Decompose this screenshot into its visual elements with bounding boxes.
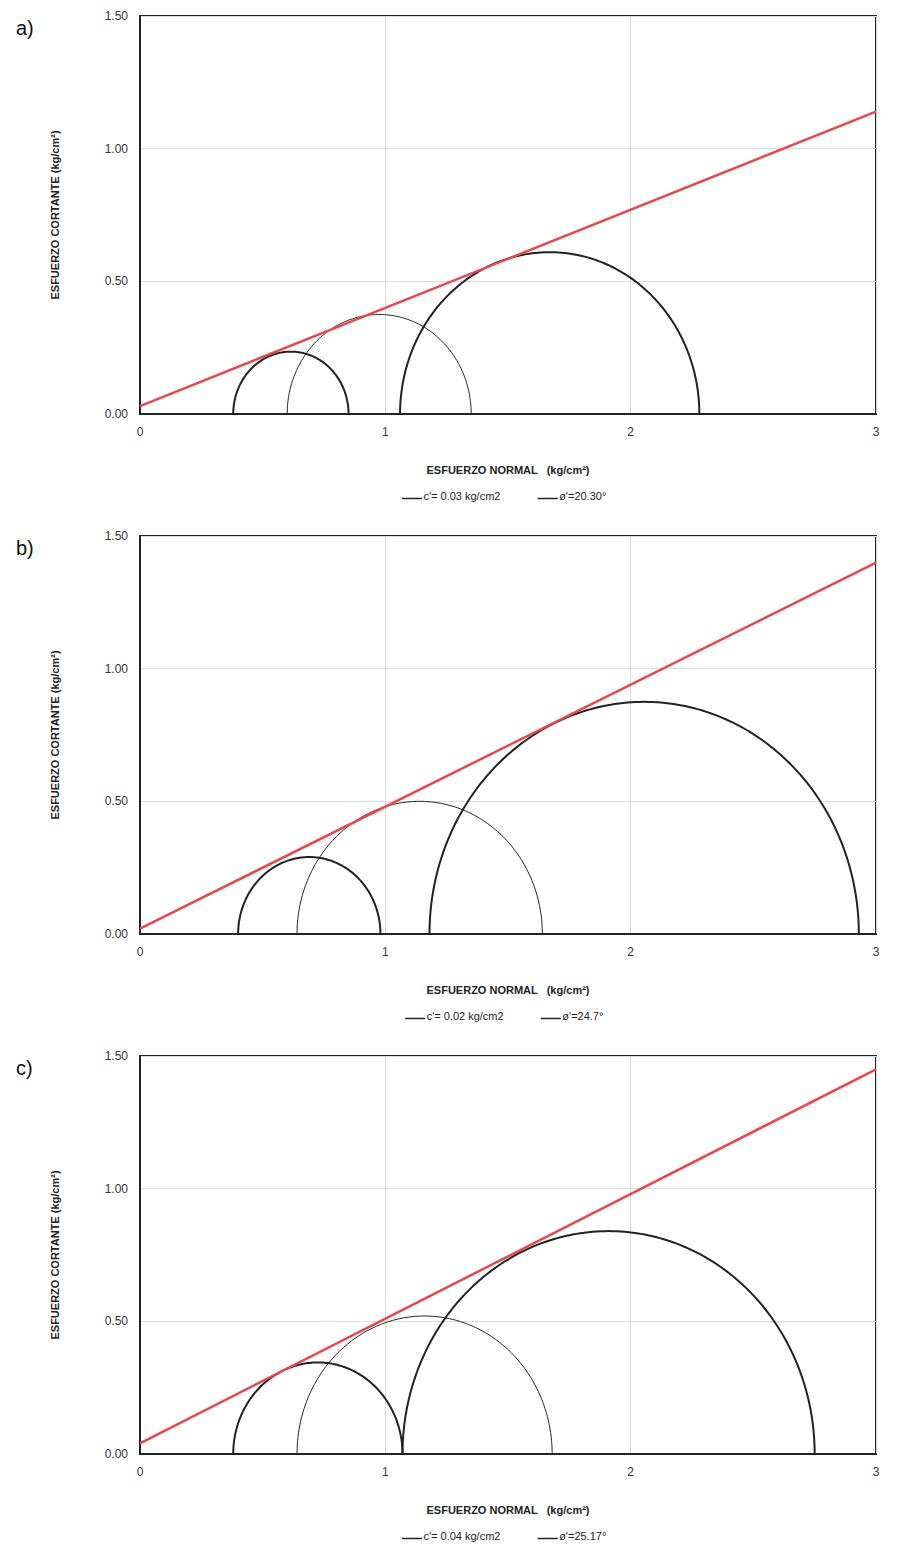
svg-text:c'= 0.02 kg/cm2: c'= 0.02 kg/cm2 [427, 1010, 504, 1022]
svg-text:2: 2 [627, 945, 634, 959]
svg-text:1.00: 1.00 [105, 1182, 129, 1196]
svg-text:c'= 0.03 kg/cm2: c'= 0.03 kg/cm2 [423, 490, 500, 502]
svg-text:3: 3 [873, 425, 880, 439]
svg-text:0.50: 0.50 [105, 1314, 129, 1328]
svg-text:0: 0 [137, 945, 144, 959]
svg-text:0.50: 0.50 [105, 274, 129, 288]
svg-text:ø'=20.30°: ø'=20.30° [559, 490, 606, 502]
svg-text:0.00: 0.00 [105, 407, 129, 421]
svg-text:1.50: 1.50 [105, 1049, 129, 1063]
svg-text:ESFUERZO NORMAL (kg/cm²): ESFUERZO NORMAL (kg/cm²) [427, 984, 590, 996]
svg-text:1: 1 [382, 425, 389, 439]
svg-text:1.50: 1.50 [105, 9, 129, 23]
svg-text:1.50: 1.50 [105, 529, 129, 543]
svg-text:0: 0 [137, 1465, 144, 1479]
svg-text:2: 2 [627, 425, 634, 439]
svg-text:0.00: 0.00 [105, 927, 129, 941]
svg-text:1: 1 [382, 1465, 389, 1479]
svg-text:c): c) [16, 1057, 33, 1079]
svg-text:a): a) [16, 17, 34, 39]
svg-text:0.00: 0.00 [105, 1447, 129, 1461]
svg-text:1: 1 [382, 945, 389, 959]
svg-text:3: 3 [873, 1465, 880, 1479]
svg-text:ESFUERZO CORTANTE (kg/cm²): ESFUERZO CORTANTE (kg/cm²) [49, 1170, 61, 1339]
svg-text:ESFUERZO NORMAL (kg/cm²): ESFUERZO NORMAL (kg/cm²) [427, 1504, 590, 1516]
svg-text:0: 0 [137, 425, 144, 439]
svg-text:ø'=24.7°: ø'=24.7° [562, 1010, 603, 1022]
svg-text:3: 3 [873, 945, 880, 959]
svg-text:ESFUERZO CORTANTE (kg/cm²): ESFUERZO CORTANTE (kg/cm²) [49, 130, 61, 299]
svg-text:1.00: 1.00 [105, 142, 129, 156]
svg-text:ø'=25.17°: ø'=25.17° [559, 1530, 606, 1542]
svg-text:ESFUERZO NORMAL (kg/cm²): ESFUERZO NORMAL (kg/cm²) [427, 464, 590, 476]
svg-text:0.50: 0.50 [105, 794, 129, 808]
svg-text:2: 2 [627, 1465, 634, 1479]
svg-text:b): b) [16, 537, 34, 559]
svg-text:1.00: 1.00 [105, 662, 129, 676]
svg-text:ESFUERZO CORTANTE (kg/cm²): ESFUERZO CORTANTE (kg/cm²) [49, 650, 61, 819]
svg-text:c'= 0.04 kg/cm2: c'= 0.04 kg/cm2 [423, 1530, 500, 1542]
